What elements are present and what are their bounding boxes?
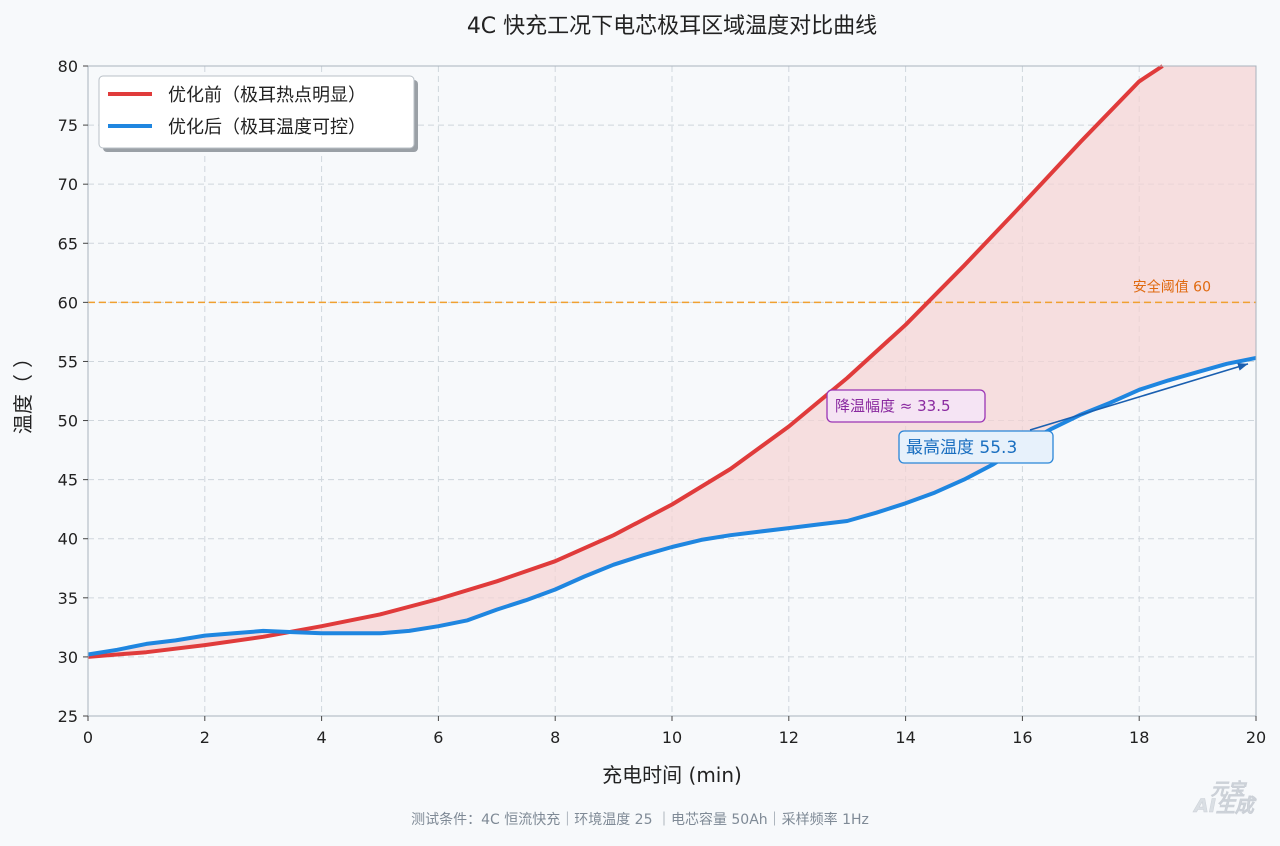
max-annotation-arrowhead [1237, 362, 1248, 371]
y-tick-label: 50 [58, 412, 78, 431]
series-line-after [87, 355, 1257, 657]
x-tick-label: 10 [662, 728, 682, 747]
y-tick-label: 60 [58, 293, 78, 312]
series-line-before [87, 64, 1164, 659]
x-tick-label: 16 [1012, 728, 1032, 747]
x-tick-label: 0 [83, 728, 93, 747]
x-tick-label: 8 [550, 728, 560, 747]
difference-fill [88, 66, 1256, 657]
y-tick-label: 35 [58, 589, 78, 608]
watermark-line-2: AI生成 [1192, 795, 1257, 817]
threshold-label: 安全阈值 60 [1133, 278, 1211, 295]
x-tick-label: 2 [200, 728, 210, 747]
y-tick-label: 80 [58, 57, 78, 76]
watermark-line-1: 元宝 [1211, 780, 1248, 800]
x-axis: 0 2 4 6 8 10 12 14 16 18 20 [83, 716, 1266, 747]
x-tick-label: 6 [433, 728, 443, 747]
y-tick-label: 30 [58, 648, 78, 667]
y-tick-label: 45 [58, 471, 78, 490]
y-tick-label: 25 [58, 707, 78, 726]
y-axis: 25 30 35 40 45 50 55 60 65 70 75 80 [58, 57, 88, 726]
x-tick-label: 14 [895, 728, 915, 747]
max-annotation-box [898, 430, 1054, 464]
x-axis-label: 充电时间 (min) [602, 763, 742, 787]
max-annotation-arrow [1029, 363, 1249, 431]
x-tick-label: 12 [779, 728, 799, 747]
max-annotation-text: 最高温度 55.3 [906, 438, 1017, 458]
y-tick-label: 40 [58, 530, 78, 549]
legend: 优化前（极耳热点明显） 优化后（极耳温度可控） [98, 75, 418, 152]
legend-box [98, 75, 415, 149]
x-tick-label: 18 [1129, 728, 1149, 747]
max-annotation: 最高温度 55.3 [898, 362, 1249, 464]
y-tick-label: 75 [58, 116, 78, 135]
x-tick-label: 4 [317, 728, 327, 747]
y-tick-label: 55 [58, 352, 78, 371]
legend-label-after: 优化后（极耳温度可控） [168, 117, 366, 138]
y-tick-label: 70 [58, 175, 78, 194]
y-tick-label: 65 [58, 234, 78, 253]
footnote: 测试条件：4C 恒流快充｜环境温度 25 ｜电芯容量 50Ah｜采样频率 1Hz [411, 811, 869, 828]
chart-title: 4C 快充工况下电芯极耳区域温度对比曲线 [467, 14, 877, 39]
drop-annotation-box [826, 389, 986, 423]
plot-area: 安全阈值 60 [87, 64, 1257, 717]
drop-annotation: 降温幅度 ≈ 33.5 [826, 389, 986, 423]
drop-annotation-text: 降温幅度 ≈ 33.5 [835, 397, 951, 415]
legend-label-before: 优化前（极耳热点明显） [168, 85, 366, 106]
watermark-logo: 元宝 AI生成 [1192, 780, 1257, 818]
x-tick-label: 20 [1246, 728, 1266, 747]
y-axis-label: 温度（ ） [11, 348, 35, 434]
